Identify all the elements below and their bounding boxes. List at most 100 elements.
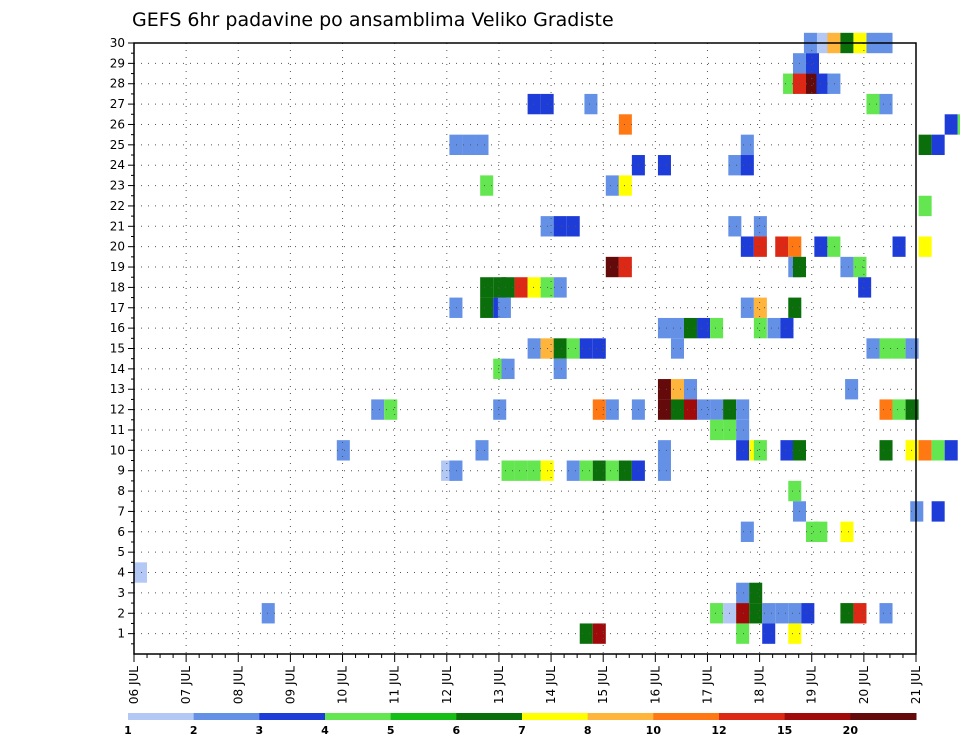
data-cell bbox=[753, 317, 767, 339]
data-cell bbox=[736, 582, 750, 604]
data-cell bbox=[805, 73, 820, 94]
y-tick-label: 29 bbox=[110, 56, 125, 70]
data-cell bbox=[740, 521, 754, 542]
data-cell bbox=[134, 562, 148, 583]
x-tick-label: 19 JUL bbox=[805, 666, 819, 704]
colorbar-segment bbox=[259, 713, 326, 720]
data-cell bbox=[480, 297, 494, 318]
data-cell bbox=[480, 277, 494, 298]
data-cell bbox=[892, 338, 906, 359]
data-cell bbox=[553, 216, 567, 237]
data-cell bbox=[740, 236, 754, 257]
data-cell bbox=[840, 603, 854, 624]
data-cell bbox=[853, 603, 867, 624]
x-tick-label: 14 JUL bbox=[544, 666, 558, 704]
colorbar-segment bbox=[587, 713, 654, 720]
y-tick-label: 28 bbox=[110, 77, 125, 91]
data-cell bbox=[592, 399, 606, 420]
y-tick-label: 25 bbox=[110, 138, 125, 152]
data-cell bbox=[749, 582, 763, 604]
data-cell bbox=[775, 603, 789, 624]
colorbar-segment bbox=[653, 713, 720, 720]
data-cell bbox=[670, 379, 685, 400]
data-cell bbox=[261, 603, 275, 624]
data-cell bbox=[918, 440, 932, 461]
data-cell bbox=[462, 134, 476, 156]
x-tick-label: 08 JUL bbox=[231, 666, 245, 704]
colorbar-label: 2 bbox=[190, 724, 198, 737]
data-cell bbox=[944, 440, 958, 461]
data-cell bbox=[710, 399, 724, 420]
data-cell bbox=[684, 317, 698, 339]
data-cell bbox=[371, 399, 385, 420]
x-tick-label: 15 JUL bbox=[596, 666, 610, 704]
data-cell bbox=[605, 399, 619, 420]
data-cell bbox=[501, 277, 515, 298]
data-cell bbox=[816, 73, 830, 94]
data-cell bbox=[840, 256, 854, 278]
data-cell bbox=[501, 358, 515, 380]
y-tick-label: 26 bbox=[110, 117, 125, 131]
data-cell bbox=[553, 358, 567, 380]
data-cells bbox=[134, 32, 960, 644]
y-tick-label: 16 bbox=[110, 321, 125, 335]
y-tick-label: 5 bbox=[117, 545, 125, 559]
x-tick-label: 16 JUL bbox=[648, 666, 662, 704]
data-cell bbox=[566, 216, 580, 237]
data-cell bbox=[493, 399, 507, 420]
data-cell bbox=[527, 338, 541, 359]
data-cell bbox=[605, 175, 619, 196]
data-cell bbox=[710, 419, 724, 441]
data-cell bbox=[858, 277, 872, 298]
data-cell bbox=[449, 134, 463, 156]
y-tick-label: 19 bbox=[110, 260, 125, 274]
data-cell bbox=[736, 419, 750, 441]
data-cell bbox=[740, 134, 754, 156]
data-cell bbox=[684, 399, 698, 420]
colorbar-segment bbox=[719, 713, 786, 720]
colorbar-label: 3 bbox=[256, 724, 264, 737]
data-cell bbox=[553, 277, 567, 298]
data-cell bbox=[740, 155, 754, 176]
data-cell bbox=[762, 603, 776, 624]
data-cell bbox=[845, 379, 859, 400]
x-tick-label: 12 JUL bbox=[440, 666, 454, 704]
data-cell bbox=[514, 277, 528, 298]
data-cell bbox=[740, 297, 754, 318]
colorbar-segment bbox=[522, 713, 589, 720]
data-cell bbox=[475, 440, 489, 461]
data-cell bbox=[527, 277, 541, 298]
data-cell bbox=[527, 93, 541, 115]
data-cell bbox=[879, 440, 893, 461]
data-cell bbox=[579, 460, 593, 481]
data-cell bbox=[710, 317, 724, 339]
y-tick-label: 7 bbox=[117, 504, 125, 518]
data-cell bbox=[801, 603, 815, 624]
y-tick-label: 2 bbox=[117, 606, 125, 620]
data-cell bbox=[449, 297, 463, 318]
data-cell bbox=[657, 399, 671, 420]
y-tick-label: 24 bbox=[110, 158, 125, 172]
data-cell bbox=[657, 379, 671, 400]
data-cell bbox=[827, 236, 841, 257]
data-cell bbox=[579, 338, 593, 359]
data-cell bbox=[480, 175, 494, 196]
data-cell bbox=[879, 338, 893, 359]
data-cell bbox=[944, 114, 958, 135]
colorbar-label: 5 bbox=[387, 724, 395, 737]
y-tick-label: 13 bbox=[110, 382, 125, 396]
y-tick-label: 4 bbox=[117, 566, 125, 580]
data-cell bbox=[736, 399, 750, 420]
data-cell bbox=[892, 399, 906, 420]
colorbar-label: 15 bbox=[777, 724, 792, 737]
data-cell bbox=[618, 175, 632, 196]
data-cell bbox=[618, 460, 632, 481]
data-cell bbox=[449, 460, 463, 481]
y-tick-label: 3 bbox=[117, 586, 125, 600]
data-cell bbox=[931, 134, 945, 156]
data-cell bbox=[805, 53, 820, 74]
colorbar-label: 4 bbox=[321, 724, 329, 737]
y-tick-label: 10 bbox=[110, 443, 125, 457]
data-cell bbox=[910, 501, 924, 522]
colorbar-label: 8 bbox=[584, 724, 592, 737]
